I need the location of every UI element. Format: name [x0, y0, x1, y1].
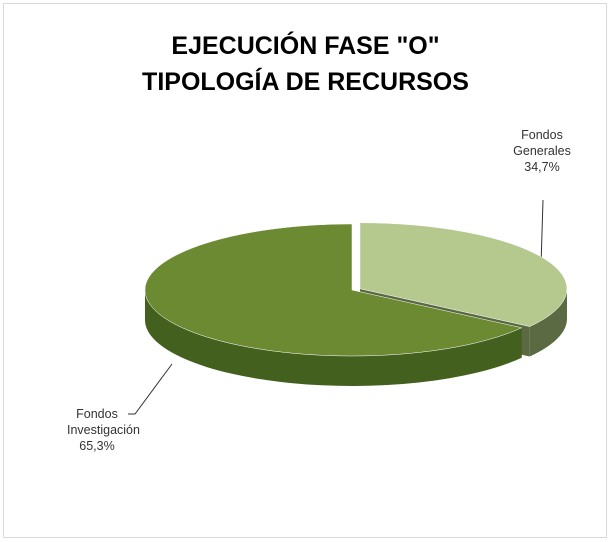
chart-title: EJECUCIÓN FASE "O" — [171, 32, 440, 60]
slice — [359, 222, 568, 327]
category-label: Fondos Generales — [513, 128, 571, 158]
data-label: Fondos Investigación 65,3% — [52, 406, 142, 454]
category-label: Fondos Investigación — [67, 407, 140, 437]
data-label: Fondos Generales 34,7% — [497, 127, 587, 175]
chart-title: TIPOLOGÍA DE RECURSOS — [142, 68, 469, 96]
slice-side — [145, 290, 522, 386]
leader-line — [128, 363, 173, 415]
slice-side — [529, 288, 567, 357]
leader-line — [540, 199, 544, 267]
slice — [144, 223, 523, 357]
value-label: 65,3% — [79, 439, 115, 453]
value-label: 34,7% — [524, 160, 560, 174]
